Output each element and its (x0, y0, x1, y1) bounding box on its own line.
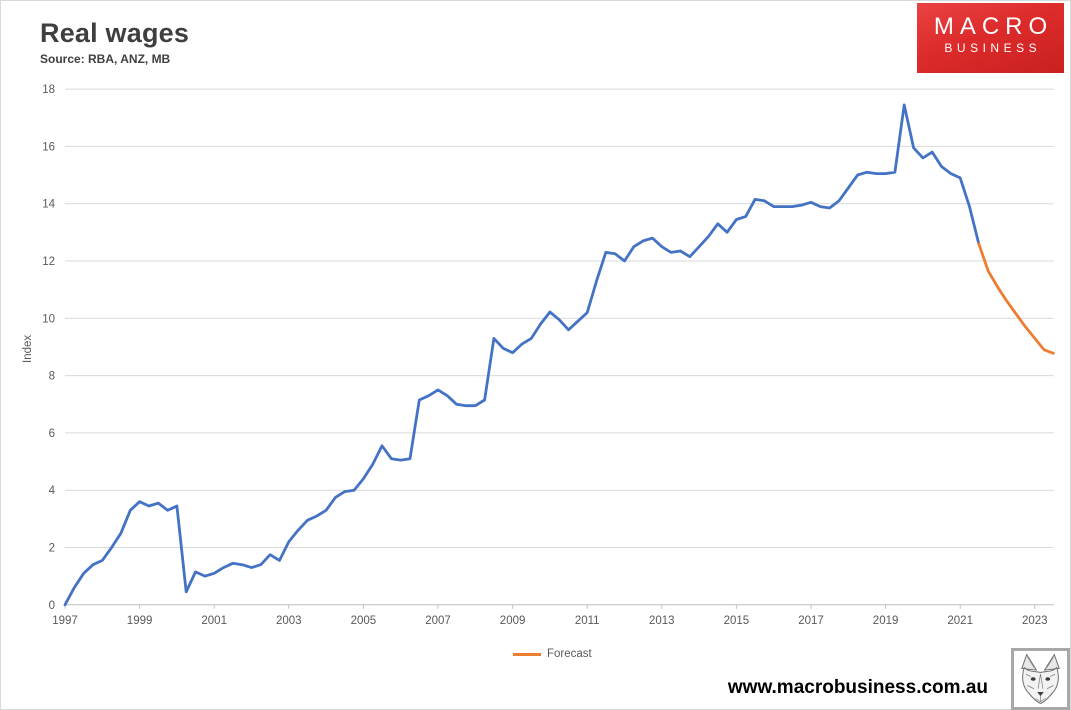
svg-text:2011: 2011 (575, 615, 600, 627)
svg-text:2007: 2007 (425, 615, 451, 627)
svg-text:4: 4 (49, 485, 56, 497)
svg-text:2001: 2001 (201, 615, 227, 627)
svg-text:2021: 2021 (947, 615, 973, 627)
svg-text:2: 2 (49, 543, 55, 555)
svg-text:2013: 2013 (649, 615, 675, 627)
svg-text:12: 12 (42, 256, 55, 268)
svg-text:2023: 2023 (1022, 615, 1048, 627)
svg-text:2015: 2015 (724, 615, 750, 627)
chart-legend: Forecast (513, 648, 592, 660)
legend-label-forecast: Forecast (547, 648, 592, 660)
logo-text-business: BUSINESS (944, 41, 1042, 55)
y-axis-title: Index (22, 334, 34, 363)
svg-text:2017: 2017 (798, 615, 824, 627)
svg-text:14: 14 (42, 199, 55, 211)
svg-text:18: 18 (42, 84, 55, 96)
svg-text:1997: 1997 (52, 615, 78, 627)
chart-source-note: Source: RBA, ANZ, MB (40, 52, 171, 66)
svg-text:8: 8 (49, 371, 55, 383)
logo-text-macro: MACRO (933, 13, 1054, 40)
svg-text:10: 10 (42, 313, 55, 325)
svg-text:2003: 2003 (276, 615, 302, 627)
macrobusiness-logo: MACRO BUSINESS (917, 3, 1064, 73)
svg-text:2019: 2019 (873, 615, 899, 627)
svg-text:1999: 1999 (127, 615, 153, 627)
forecast-line-swatch-icon (513, 652, 541, 656)
wolf-sketch-icon (1021, 653, 1060, 704)
svg-text:2009: 2009 (500, 615, 526, 627)
svg-text:0: 0 (49, 600, 55, 612)
wolf-logo-image (1011, 648, 1070, 710)
chart-title: Real wages (40, 18, 190, 48)
svg-text:16: 16 (42, 141, 55, 153)
svg-text:6: 6 (49, 428, 55, 440)
website-url: www.macrobusiness.com.au (727, 677, 988, 698)
svg-text:2005: 2005 (351, 615, 377, 627)
